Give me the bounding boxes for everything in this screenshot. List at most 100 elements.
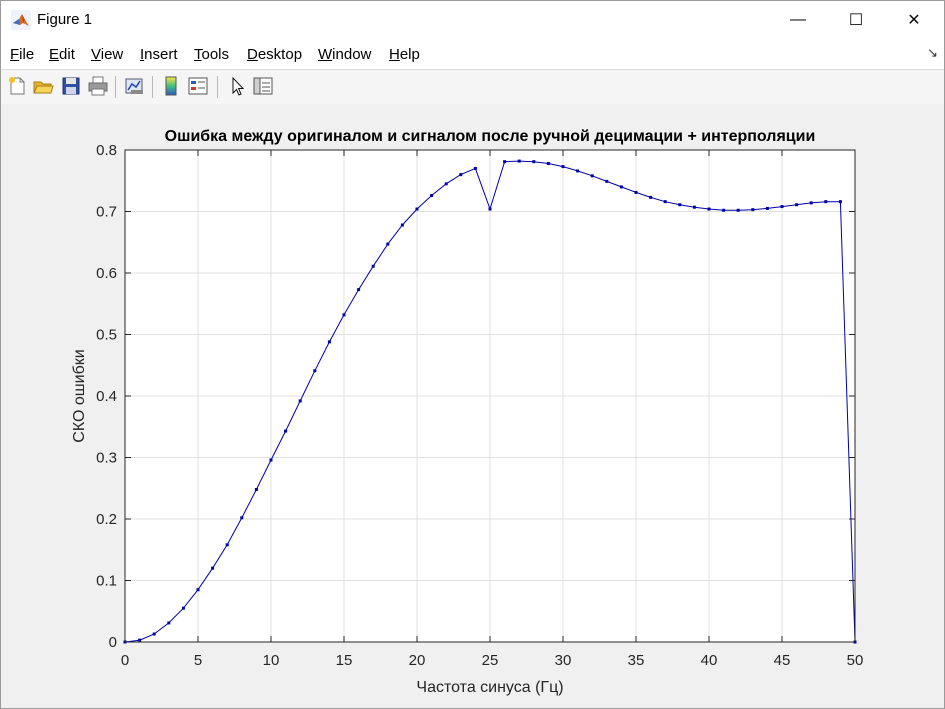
chart-title: Ошибка между оригиналом и сигналом после…	[165, 128, 816, 145]
y-tick-label: 0.1	[96, 573, 117, 590]
menu-mnemonic: I	[140, 46, 145, 63]
data-point	[517, 159, 521, 163]
data-point	[546, 162, 550, 166]
data-point	[722, 208, 726, 212]
data-point	[342, 313, 346, 317]
data-point	[357, 288, 361, 292]
menu-mnemonic: E	[49, 46, 60, 63]
x-axis-label: Частота синуса (Гц)	[416, 679, 563, 696]
maximize-button[interactable]: ☐	[829, 1, 883, 39]
edit-plot-arrow-icon[interactable]	[226, 75, 248, 97]
menu-file[interactable]: File	[10, 46, 35, 63]
menu-mnemonic: W	[318, 46, 333, 63]
data-point	[678, 203, 682, 207]
x-tick-label: 20	[409, 652, 426, 669]
data-point	[386, 242, 390, 246]
data-point	[663, 200, 667, 204]
menu-insert[interactable]: Insert	[140, 46, 178, 63]
data-point	[240, 516, 244, 520]
data-point	[765, 206, 769, 210]
menu-mnemonic: F	[10, 46, 20, 63]
x-tick-label: 15	[336, 652, 353, 669]
data-point	[430, 194, 434, 198]
menu-mnemonic: T	[194, 46, 202, 63]
menu-mnemonic: V	[91, 46, 101, 63]
data-point	[327, 340, 331, 344]
insert-legend-icon[interactable]	[187, 75, 209, 97]
data-point	[649, 195, 653, 199]
property-inspector-icon[interactable]	[252, 75, 274, 97]
menu-window[interactable]: Window	[318, 46, 372, 63]
data-point	[473, 166, 477, 170]
y-tick-label: 0.7	[96, 204, 117, 221]
data-point	[503, 160, 507, 164]
data-point	[269, 458, 273, 462]
menu-bar: File Edit View Insert Tools Desktop Wind…	[1, 39, 944, 69]
menu-view[interactable]: View	[91, 46, 124, 63]
data-point	[707, 207, 711, 211]
data-point	[838, 200, 842, 204]
y-tick-label: 0.5	[96, 327, 117, 344]
figure-canvas[interactable]: 0 5 10 15 20 25 30 35 40 45 50 0 0.1 0.2 0.3 0.4 0.5 0.6…	[1, 104, 944, 708]
menu-mnemonic: H	[389, 46, 400, 63]
data-point	[692, 205, 696, 209]
data-point	[605, 179, 609, 183]
data-point	[561, 165, 565, 169]
close-icon: ✕	[907, 12, 921, 29]
y-tick-label: 0.8	[96, 142, 117, 159]
data-point	[152, 632, 156, 636]
minimize-icon: —	[790, 11, 806, 28]
print-icon[interactable]	[87, 75, 109, 97]
maximize-icon: ☐	[848, 12, 864, 29]
x-tick-label: 5	[194, 652, 202, 669]
link-plot-icon[interactable]	[123, 75, 145, 97]
toolbar-separator	[217, 76, 218, 98]
menu-desktop[interactable]: Desktop	[247, 46, 303, 63]
data-point	[298, 399, 302, 403]
x-tick-label: 35	[628, 652, 645, 669]
x-tick-label: 50	[847, 652, 864, 669]
x-tick-label: 30	[555, 652, 572, 669]
data-point	[167, 621, 171, 625]
menu-help[interactable]: Help	[389, 46, 420, 63]
minimize-button[interactable]: —	[771, 1, 825, 39]
x-tick-label: 10	[263, 652, 280, 669]
save-icon[interactable]	[60, 75, 82, 97]
menu-edit[interactable]: Edit	[49, 46, 75, 63]
data-point	[400, 223, 404, 227]
data-point	[634, 190, 638, 194]
data-point	[780, 205, 784, 209]
dock-figure-icon[interactable]: ↘	[927, 45, 938, 60]
data-point	[576, 169, 580, 173]
y-tick-labels: 0 0.1 0.2 0.3 0.4 0.5 0.6 0.7 0.8	[96, 142, 117, 651]
y-tick-label: 0.2	[96, 511, 117, 528]
menu-tools[interactable]: Tools	[194, 46, 230, 63]
data-point	[371, 264, 375, 268]
window-title: Figure 1	[37, 11, 93, 28]
figure-toolbar	[1, 69, 944, 105]
menu-mnemonic: D	[247, 46, 258, 63]
new-figure-icon[interactable]	[6, 75, 28, 97]
toolbar-separator	[115, 76, 116, 98]
x-tick-label: 0	[121, 652, 129, 669]
data-point	[619, 185, 623, 189]
data-point	[459, 173, 463, 177]
data-point	[809, 201, 813, 205]
x-tick-labels: 0 5 10 15 20 25 30 35 40 45 50	[121, 652, 864, 669]
data-point	[590, 174, 594, 178]
insert-colorbar-icon[interactable]	[160, 75, 182, 97]
axes[interactable]: 0 5 10 15 20 25 30 35 40 45 50 0 0.1 0.2 0.3 0.4 0.5 0.6…	[1, 104, 944, 708]
data-point	[254, 487, 258, 491]
data-point	[795, 203, 799, 207]
x-tick-label: 25	[482, 652, 499, 669]
title-bar[interactable]: Figure 1 — ☐ ✕	[1, 1, 944, 39]
data-point	[824, 200, 828, 204]
y-tick-label: 0.6	[96, 265, 117, 282]
data-point	[181, 606, 185, 610]
data-point	[284, 429, 288, 433]
close-button[interactable]: ✕	[887, 1, 941, 39]
data-point	[415, 207, 419, 211]
open-file-icon[interactable]	[32, 75, 54, 97]
matlab-logo-icon	[11, 10, 31, 30]
